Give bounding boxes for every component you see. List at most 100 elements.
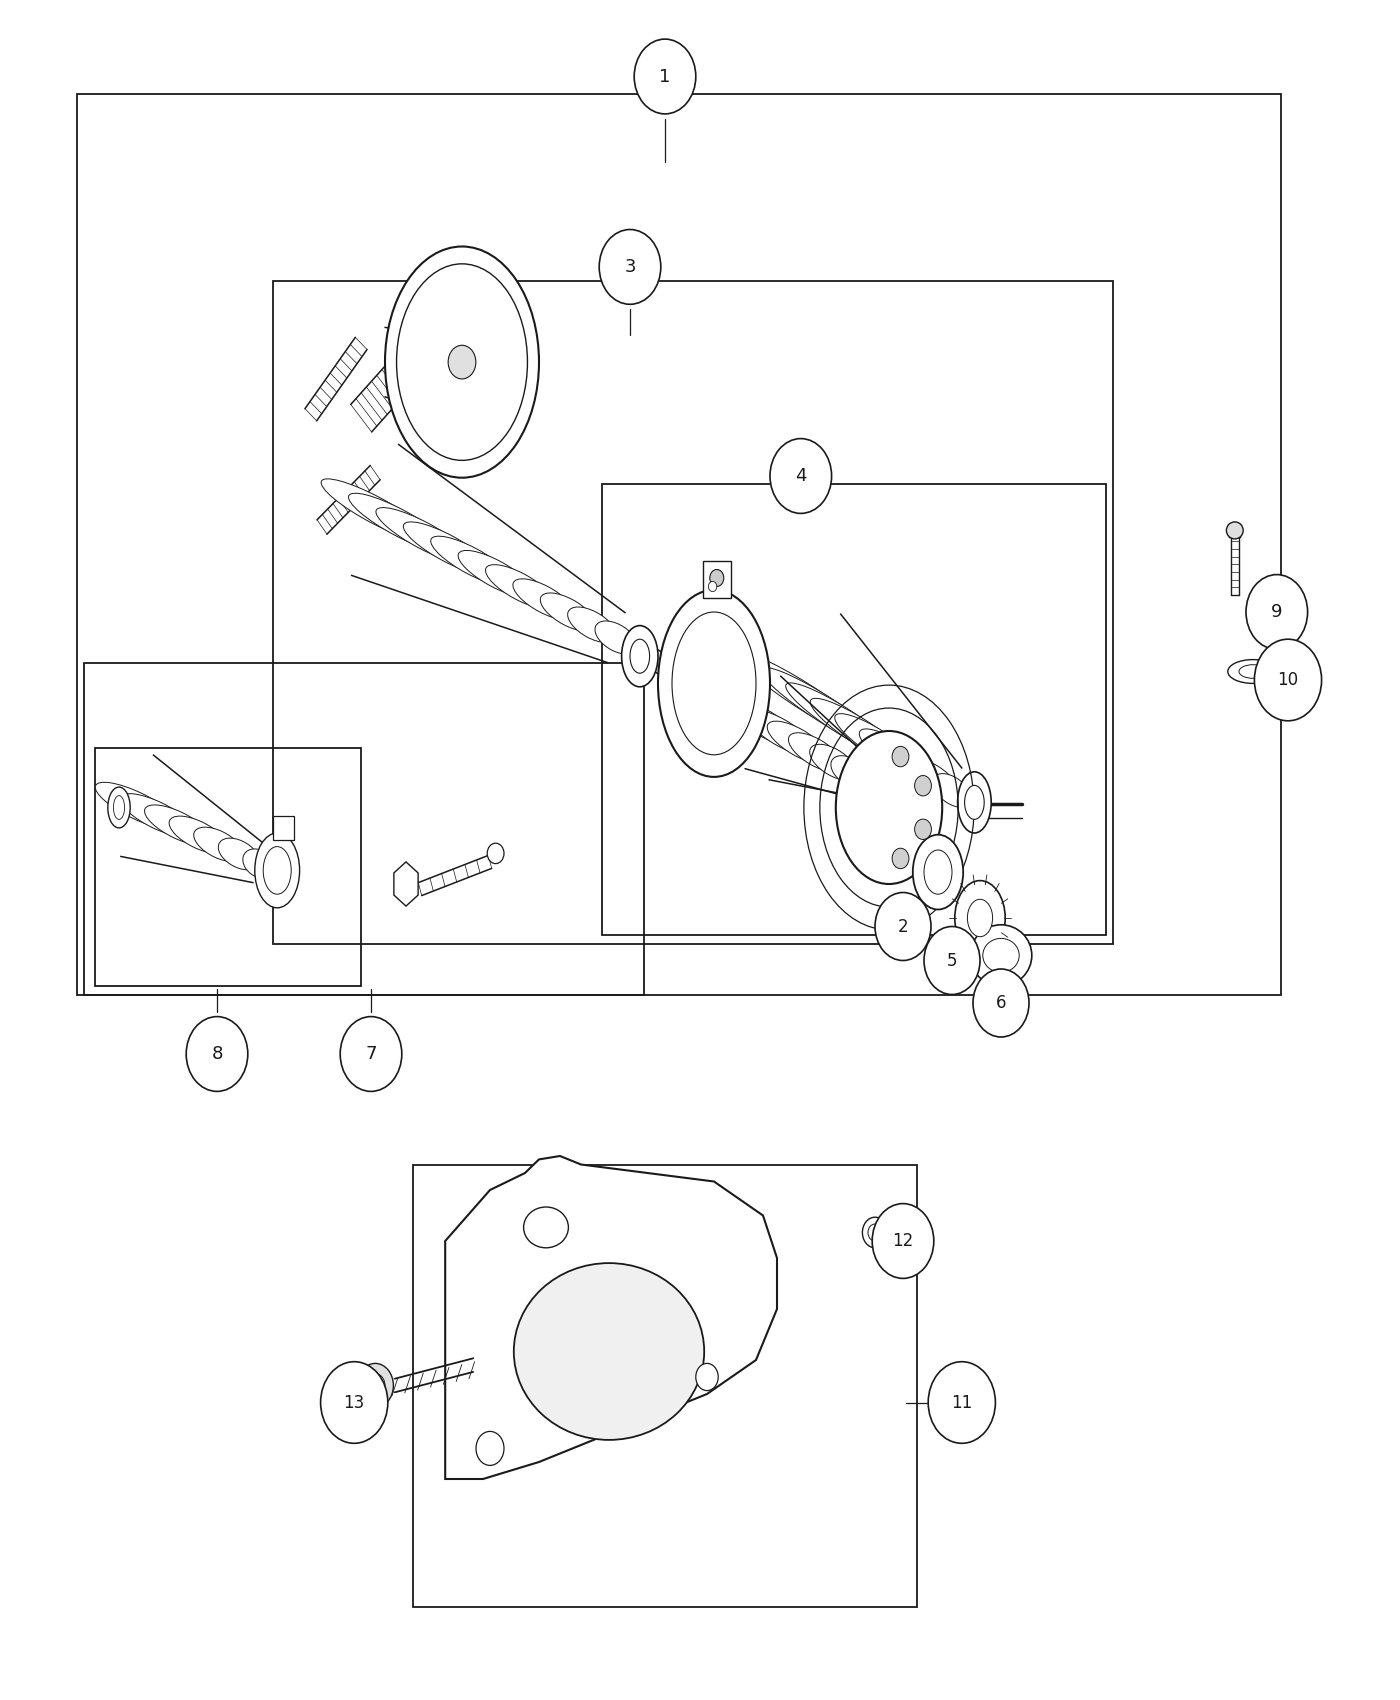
Ellipse shape xyxy=(514,1263,704,1440)
Circle shape xyxy=(696,1363,718,1391)
Circle shape xyxy=(476,1431,504,1465)
Text: 1: 1 xyxy=(659,68,671,85)
Circle shape xyxy=(868,1224,882,1241)
Circle shape xyxy=(710,570,724,586)
Ellipse shape xyxy=(622,626,658,687)
Ellipse shape xyxy=(431,536,512,586)
Ellipse shape xyxy=(630,639,650,673)
Ellipse shape xyxy=(1228,660,1278,683)
Circle shape xyxy=(973,969,1029,1037)
Ellipse shape xyxy=(932,774,972,807)
Text: 4: 4 xyxy=(795,468,806,484)
Circle shape xyxy=(448,345,476,379)
Ellipse shape xyxy=(242,848,276,879)
Ellipse shape xyxy=(725,697,801,748)
Text: 7: 7 xyxy=(365,1046,377,1062)
Bar xyxy=(84,663,644,994)
Circle shape xyxy=(928,1362,995,1443)
Ellipse shape xyxy=(113,796,125,819)
Ellipse shape xyxy=(965,785,984,819)
Circle shape xyxy=(321,1362,388,1443)
Text: 2: 2 xyxy=(897,918,909,935)
Ellipse shape xyxy=(913,835,963,910)
Ellipse shape xyxy=(108,787,130,828)
Ellipse shape xyxy=(377,508,470,563)
Text: 13: 13 xyxy=(343,1394,365,1411)
Text: 10: 10 xyxy=(1277,672,1299,688)
Ellipse shape xyxy=(967,899,993,937)
Circle shape xyxy=(1246,575,1308,649)
Circle shape xyxy=(634,39,696,114)
Circle shape xyxy=(1254,639,1322,721)
Bar xyxy=(95,748,361,986)
Text: 11: 11 xyxy=(951,1394,973,1411)
Circle shape xyxy=(340,1017,402,1091)
Ellipse shape xyxy=(218,838,259,870)
Bar xyxy=(273,816,294,840)
Circle shape xyxy=(862,1217,888,1248)
Ellipse shape xyxy=(193,828,244,862)
Bar xyxy=(273,280,1113,944)
Ellipse shape xyxy=(924,850,952,894)
Circle shape xyxy=(892,746,909,767)
Ellipse shape xyxy=(672,612,756,755)
Circle shape xyxy=(186,1017,248,1091)
Ellipse shape xyxy=(120,794,195,836)
Ellipse shape xyxy=(321,479,430,541)
Circle shape xyxy=(872,1204,934,1278)
Ellipse shape xyxy=(403,522,491,575)
Ellipse shape xyxy=(853,767,883,797)
Ellipse shape xyxy=(349,493,449,552)
Ellipse shape xyxy=(767,721,829,763)
Text: 8: 8 xyxy=(211,1046,223,1062)
FancyBboxPatch shape xyxy=(703,561,731,598)
Ellipse shape xyxy=(811,699,910,765)
Ellipse shape xyxy=(595,620,637,654)
Ellipse shape xyxy=(762,668,886,750)
Ellipse shape xyxy=(144,804,211,845)
Polygon shape xyxy=(445,1156,777,1479)
Ellipse shape xyxy=(458,551,533,597)
Ellipse shape xyxy=(970,925,1032,986)
Ellipse shape xyxy=(1226,522,1243,539)
Ellipse shape xyxy=(746,709,815,755)
Circle shape xyxy=(487,843,504,864)
Ellipse shape xyxy=(1239,665,1267,678)
Circle shape xyxy=(892,848,909,869)
Text: 12: 12 xyxy=(892,1232,914,1250)
Ellipse shape xyxy=(385,246,539,478)
Circle shape xyxy=(914,775,931,796)
Ellipse shape xyxy=(809,745,857,780)
Ellipse shape xyxy=(512,578,574,620)
Text: 3: 3 xyxy=(624,258,636,275)
Ellipse shape xyxy=(486,564,554,609)
Circle shape xyxy=(357,1363,393,1408)
Ellipse shape xyxy=(909,758,959,799)
Ellipse shape xyxy=(883,745,946,791)
Ellipse shape xyxy=(540,593,595,631)
Text: 6: 6 xyxy=(995,994,1007,1011)
Ellipse shape xyxy=(736,653,874,741)
Circle shape xyxy=(365,1374,385,1397)
Ellipse shape xyxy=(658,590,770,777)
Ellipse shape xyxy=(95,782,179,830)
Bar xyxy=(602,484,1106,935)
Circle shape xyxy=(875,892,931,960)
Circle shape xyxy=(914,819,931,840)
Ellipse shape xyxy=(396,264,528,461)
Circle shape xyxy=(708,581,717,592)
Bar xyxy=(77,94,1281,994)
Polygon shape xyxy=(393,862,419,906)
Ellipse shape xyxy=(567,607,616,643)
Ellipse shape xyxy=(785,683,897,758)
Ellipse shape xyxy=(524,1207,568,1248)
Ellipse shape xyxy=(983,938,1019,972)
Ellipse shape xyxy=(860,729,934,782)
Ellipse shape xyxy=(169,816,227,853)
Text: 9: 9 xyxy=(1271,604,1282,620)
Bar xyxy=(413,1164,917,1606)
Ellipse shape xyxy=(788,733,843,772)
Ellipse shape xyxy=(255,833,300,908)
Circle shape xyxy=(599,230,661,304)
Circle shape xyxy=(770,439,832,513)
